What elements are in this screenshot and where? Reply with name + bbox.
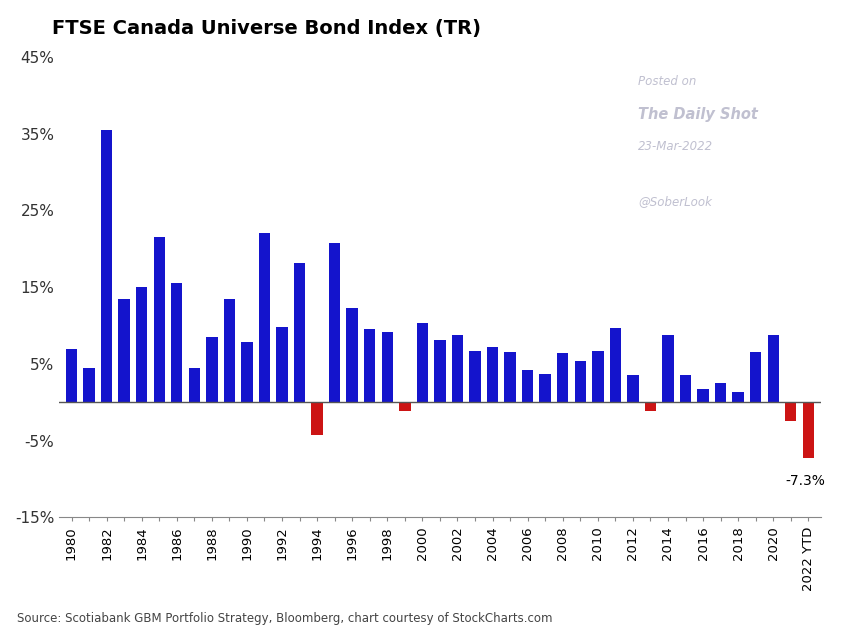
Bar [785, 403, 796, 422]
Bar [504, 352, 516, 403]
Bar [189, 368, 200, 403]
Bar [470, 351, 481, 403]
Text: 23-Mar-2022: 23-Mar-2022 [638, 139, 713, 153]
Bar [750, 352, 761, 403]
Bar [522, 370, 533, 403]
Bar [347, 308, 358, 403]
Bar [610, 327, 621, 403]
Bar [84, 368, 95, 403]
Bar [382, 332, 393, 403]
Bar [803, 403, 814, 458]
Bar [399, 403, 410, 411]
Bar [259, 233, 270, 403]
Bar [241, 343, 253, 403]
Bar [364, 329, 376, 403]
Bar [66, 348, 77, 403]
Bar [294, 263, 305, 403]
Bar [223, 298, 235, 403]
Bar [574, 361, 586, 403]
Bar [206, 337, 217, 403]
Bar [592, 351, 603, 403]
Bar [627, 375, 639, 403]
Bar [540, 374, 551, 403]
Bar [136, 287, 147, 403]
Bar [277, 327, 288, 403]
Bar [645, 403, 656, 411]
Text: The Daily Shot: The Daily Shot [638, 107, 758, 122]
Bar [715, 383, 727, 403]
Bar [697, 389, 709, 403]
Text: -7.3%: -7.3% [785, 474, 825, 488]
Text: Posted on: Posted on [638, 75, 696, 88]
Bar [452, 336, 463, 403]
Bar [434, 340, 446, 403]
Bar [311, 403, 323, 435]
Bar [153, 237, 165, 403]
Bar [557, 353, 569, 403]
Bar [329, 244, 340, 403]
Bar [101, 130, 113, 403]
Bar [680, 375, 691, 403]
Bar [733, 391, 744, 403]
Bar [171, 283, 183, 403]
Text: @SoberLook: @SoberLook [638, 195, 711, 208]
Text: Source: Scotiabank GBM Portfolio Strategy, Bloomberg, chart courtesy of StockCha: Source: Scotiabank GBM Portfolio Strateg… [17, 611, 552, 625]
Bar [118, 298, 129, 403]
Bar [662, 334, 673, 403]
Bar [486, 347, 498, 403]
Bar [767, 336, 779, 403]
Text: FTSE Canada Universe Bond Index (TR): FTSE Canada Universe Bond Index (TR) [52, 19, 481, 38]
Bar [417, 323, 428, 403]
